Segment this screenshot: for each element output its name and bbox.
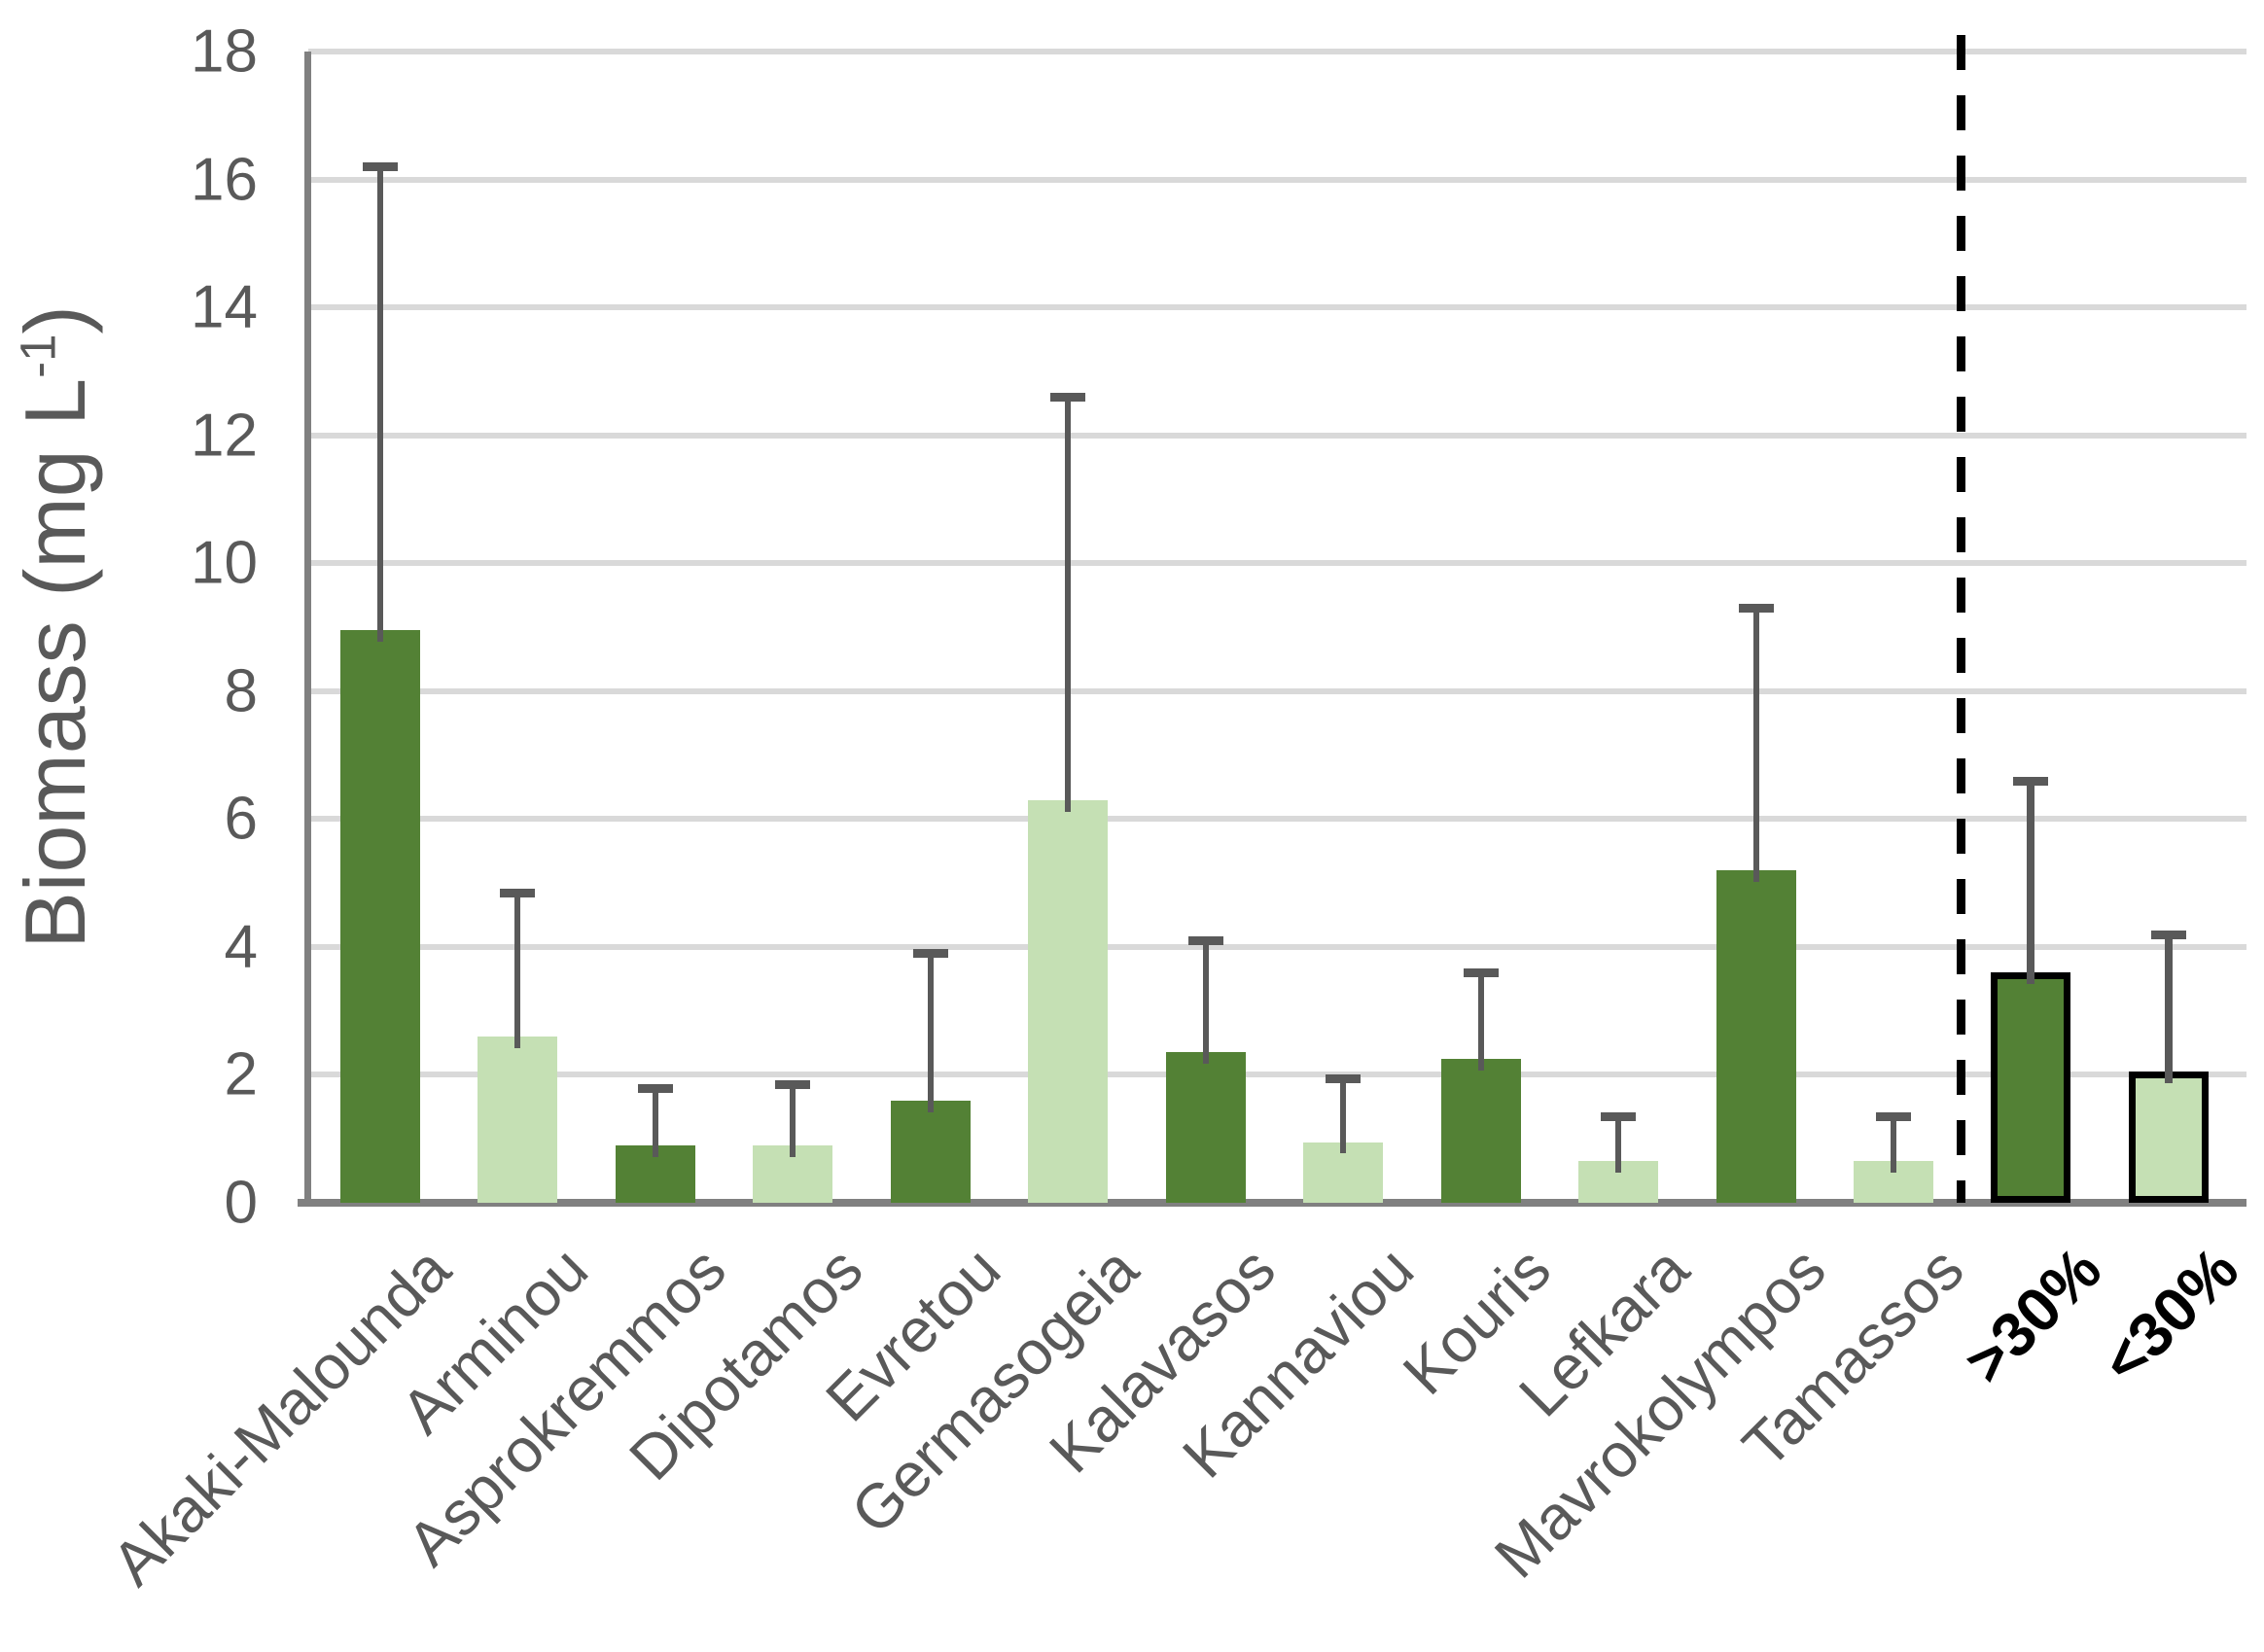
gridline-6 <box>308 816 2246 823</box>
bar-kalavasos <box>1165 1052 1246 1203</box>
gridline-2 <box>308 1072 2246 1078</box>
y-tick-label-12: 12 <box>191 402 258 470</box>
gridline-8 <box>308 687 2246 694</box>
y-tick-label-16: 16 <box>191 146 258 214</box>
bar-lt-30 <box>2128 1072 2209 1203</box>
y-tick-label-2: 2 <box>224 1040 258 1108</box>
error-bar-line-lt-30 <box>2164 937 2173 1084</box>
error-bar-cap-kouris <box>1463 968 1499 978</box>
y-tick-label-18: 18 <box>191 18 258 86</box>
bar-akaki-malounda <box>340 630 420 1203</box>
error-bar-line-tamassos <box>1890 1120 1896 1174</box>
y-tick-label-14: 14 <box>191 273 258 341</box>
error-bar-cap-kannaviou <box>1326 1073 1362 1083</box>
threshold-separator-line <box>1957 35 1965 1203</box>
error-bar-line-lefkara <box>1615 1120 1622 1174</box>
error-bar-line-kouris <box>1477 976 1484 1071</box>
x-category-label-lt-30: <30% <box>2088 1233 2252 1397</box>
y-tick-label-4: 4 <box>224 913 258 981</box>
x-category-label-gt-30: >30% <box>1951 1233 2115 1397</box>
bar-germasogeia <box>1028 799 1109 1203</box>
y-tick-label-8: 8 <box>224 657 258 725</box>
error-bar-cap-dipotamos <box>775 1080 811 1090</box>
error-bar-line-kannaviou <box>1340 1081 1347 1154</box>
error-bar-line-asprokremmos <box>652 1091 658 1157</box>
error-bar-line-kalavasos <box>1202 944 1209 1065</box>
error-bar-cap-kalavasos <box>1187 936 1223 946</box>
error-bar-line-akaki-malounda <box>377 170 383 643</box>
y-tick-label-0: 0 <box>224 1169 258 1237</box>
error-bar-cap-tamassos <box>1875 1112 1911 1122</box>
bar-evretou <box>890 1100 971 1203</box>
error-bar-cap-akaki-malounda <box>363 162 398 172</box>
bar-arminou <box>478 1036 558 1203</box>
gridline-10 <box>308 560 2246 567</box>
error-bar-cap-lefkara <box>1601 1112 1637 1122</box>
error-bar-cap-asprokremmos <box>637 1083 673 1093</box>
error-bar-line-gt-30 <box>2027 784 2035 985</box>
y-tick-label-6: 6 <box>224 785 258 853</box>
bar-mavrokolympos <box>1716 869 1796 1203</box>
x-axis-line <box>298 1199 2246 1207</box>
error-bar-cap-gt-30 <box>2013 776 2049 786</box>
bar-kouris <box>1440 1059 1521 1203</box>
error-bar-cap-germasogeia <box>1050 393 1086 403</box>
gridline-4 <box>308 943 2246 950</box>
error-bar-line-germasogeia <box>1065 401 1072 812</box>
gridline-12 <box>308 432 2246 439</box>
error-bar-line-dipotamos <box>790 1088 796 1157</box>
error-bar-line-arminou <box>514 896 521 1048</box>
y-axis-line <box>304 52 311 1207</box>
error-bar-cap-evretou <box>912 949 948 959</box>
error-bar-line-mavrokolympos <box>1752 612 1759 882</box>
y-tick-label-10: 10 <box>191 529 258 597</box>
error-bar-line-evretou <box>927 957 934 1112</box>
bar-gt-30 <box>1991 972 2071 1203</box>
error-bar-cap-arminou <box>500 888 536 897</box>
error-bar-cap-lt-30 <box>2150 930 2186 939</box>
gridline-18 <box>308 49 2246 54</box>
gridline-14 <box>308 304 2246 311</box>
error-bar-cap-mavrokolympos <box>1738 604 1774 614</box>
gridline-16 <box>308 176 2246 183</box>
